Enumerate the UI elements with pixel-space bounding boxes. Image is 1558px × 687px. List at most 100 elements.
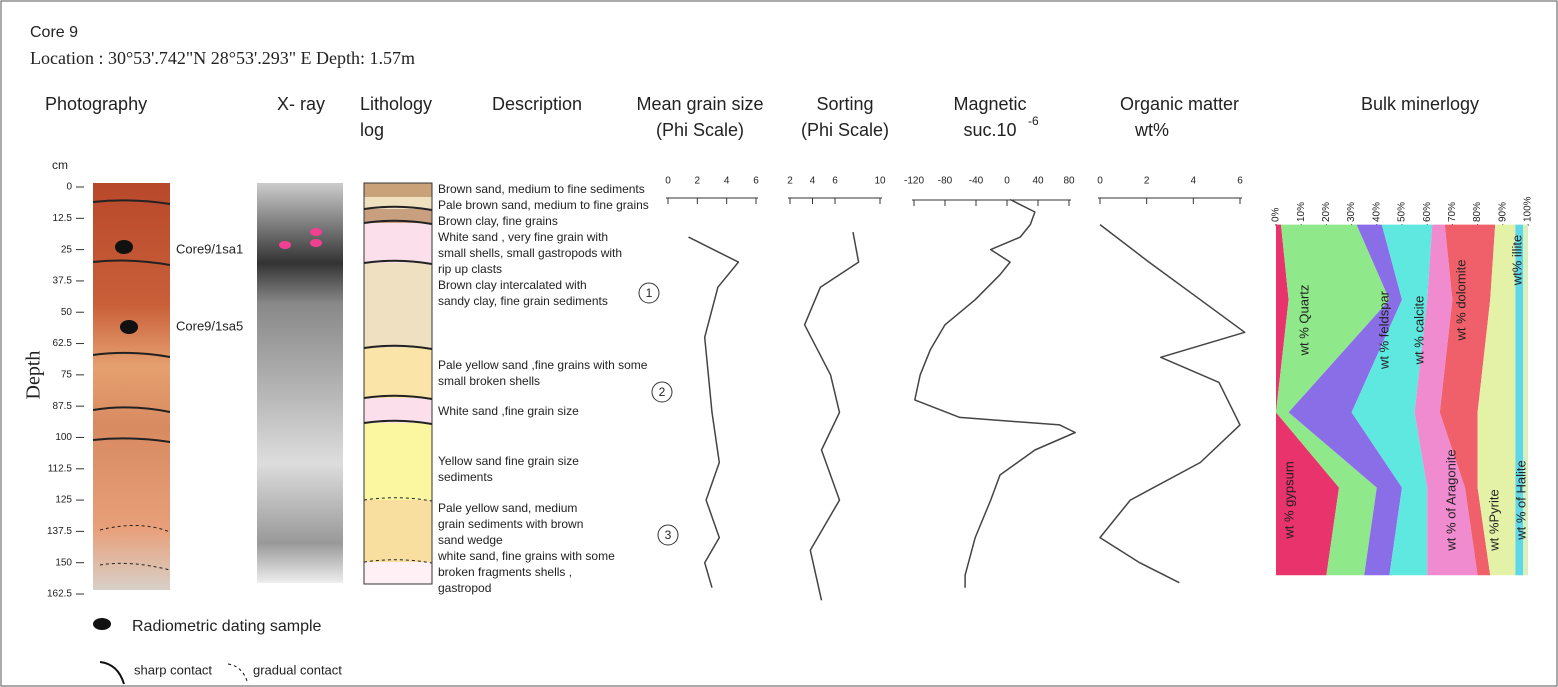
mineral-label: wt %Pyrite	[1486, 489, 1501, 551]
xray-mark	[310, 239, 322, 247]
log-title: Organic matter	[1120, 94, 1239, 114]
tick-label: 2	[695, 176, 701, 187]
depth-tick-label: 125	[55, 495, 72, 506]
mineral-area	[1351, 224, 1433, 576]
gradual-contact	[99, 524, 171, 571]
mineral-label: wt % Quartz	[1296, 285, 1311, 357]
sample-label: Core9/1sa5	[176, 318, 243, 333]
unit-circle	[657, 524, 679, 546]
column-title: X- ray	[277, 94, 325, 114]
sample-label: Core9/1sa1	[176, 241, 243, 256]
description: Yellow sand fine grain size	[438, 454, 579, 468]
depth-tick-label: 25	[61, 244, 73, 255]
unit-label: 2	[659, 385, 666, 399]
depth-tick-label: 12.5	[53, 213, 73, 224]
legend-text: sharp contact	[134, 662, 212, 677]
tick-label: 6	[753, 176, 759, 187]
mineral-label: wt % gypsum	[1281, 461, 1296, 539]
tick-label: 30%	[1346, 202, 1357, 222]
description: grain sediments with brown	[438, 517, 583, 531]
tick-label: 0	[1097, 176, 1103, 187]
mineral-area	[1477, 224, 1516, 576]
description: sand wedge	[438, 533, 503, 547]
depth-tick-label: 100	[55, 432, 72, 443]
xray-image	[257, 183, 343, 583]
tick-label: 0	[665, 176, 671, 187]
log-title: Magnetic	[953, 94, 1026, 114]
column-title: Photography	[45, 94, 147, 114]
log-title: (Phi Scale)	[801, 120, 889, 140]
tick-label: 0%	[1271, 207, 1282, 222]
tick-label: 50%	[1397, 202, 1408, 222]
depth-tick-label: 87.5	[53, 401, 73, 412]
log-curve	[1099, 224, 1246, 584]
tick-label: 40%	[1371, 202, 1382, 222]
log-title: Mean grain size	[636, 94, 763, 114]
mineral-label: wt % feldspar	[1376, 290, 1391, 370]
mineral-area	[1276, 224, 1390, 576]
tick-label: 2	[787, 176, 793, 187]
description: gastropod	[438, 581, 491, 595]
description: White sand ,fine grain size	[438, 404, 579, 418]
panel-title: Bulk minerlogy	[1361, 94, 1479, 114]
description: broken fragments shells ,	[438, 565, 572, 579]
description: Pale yellow sand ,fine grains with some	[438, 358, 648, 372]
legend-text: gradual contact	[253, 662, 342, 677]
column-title: Lithology	[360, 94, 432, 114]
tick-label: 20%	[1321, 202, 1332, 222]
core-name: Core 9	[30, 24, 78, 41]
depth-tick-label: 50	[61, 307, 73, 318]
unit-label: 1	[646, 286, 653, 300]
depth-label: Depth	[23, 351, 45, 400]
tick-label: 80%	[1472, 202, 1483, 222]
legend-symbol	[93, 618, 111, 630]
unit-circle	[638, 282, 660, 304]
tick-label: 100%	[1523, 196, 1534, 222]
unit-label: 3	[665, 528, 672, 542]
description: small shells, small gastropods with	[438, 246, 622, 260]
tick-label: 60%	[1422, 202, 1433, 222]
location: Location : 30°53'.742"N 28°53'.293" E De…	[30, 48, 415, 68]
dating-point	[120, 320, 138, 334]
tick-label: -40	[969, 176, 984, 187]
tick-label: 10	[874, 176, 886, 187]
description: Pale yellow sand, medium	[438, 501, 577, 515]
depth-unit: cm	[52, 158, 68, 172]
depth-tick-label: 75	[61, 369, 73, 380]
tick-label: -120	[904, 176, 924, 187]
dating-point	[115, 240, 133, 254]
tick-label: 4	[1191, 176, 1197, 187]
column-title: log	[360, 120, 384, 140]
description: Brown clay, fine grains	[438, 214, 558, 228]
depth-tick-label: 162.5	[47, 589, 72, 600]
legend-symbol	[227, 663, 249, 685]
description: white sand, fine grains with some	[437, 549, 615, 563]
tick-label: 90%	[1497, 202, 1508, 222]
log-curve	[803, 231, 860, 601]
log-title: Sorting	[816, 94, 873, 114]
mineral-area	[1414, 224, 1478, 576]
mineral-label: wt % of Aragonite	[1443, 449, 1458, 551]
tick-label: 6	[832, 176, 838, 187]
tick-label: 6	[1237, 176, 1243, 187]
log-title: suc.10	[963, 120, 1016, 140]
mineral-label: wt% illite	[1509, 235, 1524, 287]
log-title-superscript: -6	[1028, 114, 1039, 128]
tick-label: 2	[1144, 176, 1150, 187]
xray-mark	[310, 228, 322, 236]
depth-tick-label: 150	[55, 557, 72, 568]
unit-circle	[651, 381, 673, 403]
tick-label: -80	[938, 176, 953, 187]
legend-text: Radiometric dating sample	[132, 618, 322, 635]
mineral-area	[1515, 224, 1523, 576]
tick-label: 70%	[1447, 202, 1458, 222]
tick-label: 4	[724, 176, 730, 187]
mineral-area	[1288, 224, 1402, 576]
log-title: (Phi Scale)	[656, 120, 744, 140]
xray-mark	[279, 241, 291, 249]
mineral-label: wt % dolomite	[1453, 260, 1468, 342]
tick-label: 80	[1063, 176, 1075, 187]
description: sediments	[438, 470, 493, 484]
log-curve	[688, 236, 740, 588]
